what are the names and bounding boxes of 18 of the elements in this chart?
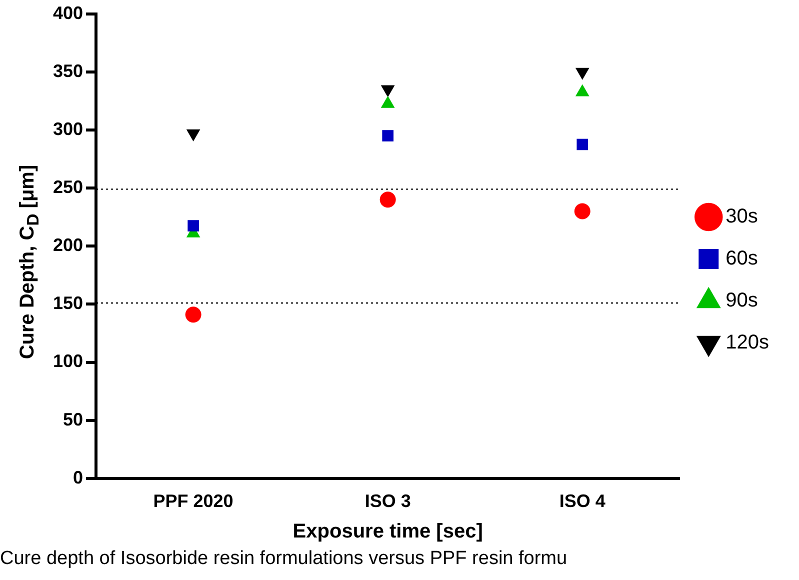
y-tick-label: 300	[52, 118, 84, 139]
x-tick-label: PPF 2020	[153, 491, 234, 512]
y-tick-label: 350	[52, 60, 84, 81]
y-tick-label: 100	[52, 351, 84, 372]
y-tick-label: 50	[63, 409, 84, 430]
y-tick-label: 200	[52, 235, 84, 256]
y-tick-label: 400	[52, 2, 84, 23]
legend-label: 120s	[726, 332, 770, 354]
x-tick-label: ISO 3	[364, 491, 411, 512]
x-tick-label: ISO 4	[559, 491, 606, 512]
legend-label: 30s	[726, 206, 758, 228]
legend-label: 60s	[726, 248, 758, 270]
y-tick-label: 0	[73, 467, 84, 488]
y-tick-label: 250	[52, 176, 84, 197]
text: Cure depth of Isosorbide resin formulations versus PPF resin formu	[0, 548, 568, 570]
legend-label: 90s	[726, 290, 758, 312]
x-axis-title: Exposure time [sec]	[292, 520, 483, 543]
y-tick-label: 150	[52, 293, 84, 314]
